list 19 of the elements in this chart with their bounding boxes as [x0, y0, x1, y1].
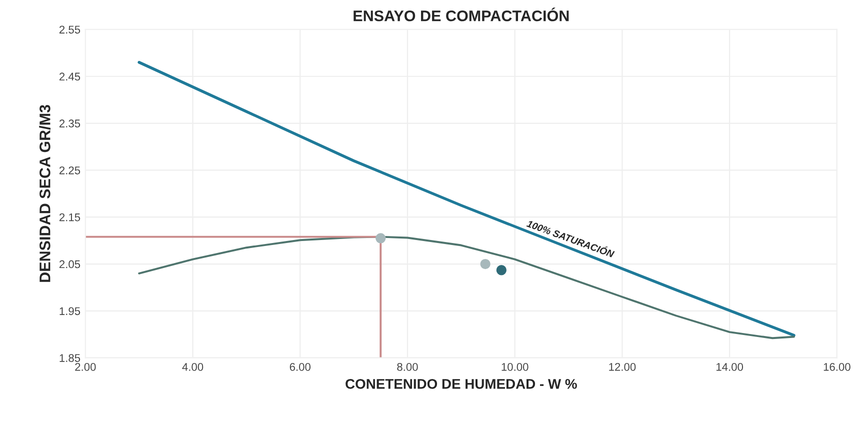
y-tick-label: 2.25 — [59, 166, 80, 174]
x-tick-label: 8.00 — [397, 363, 418, 371]
x-tick-label: 12.00 — [609, 363, 636, 371]
x-tick-label: 6.00 — [290, 363, 310, 371]
x-tick-label: 2.00 — [75, 363, 96, 371]
y-tick-label: 2.35 — [59, 120, 80, 128]
x-axis-title: CONETENIDO DE HUMEDAD - W % — [346, 378, 577, 389]
y-axis-title: DENSIDAD SECA GR/M3 — [39, 104, 50, 282]
y-tick-label: 1.95 — [60, 307, 80, 316]
y-tick-label: 2.05 — [59, 260, 80, 268]
x-tick-label: 4.00 — [182, 363, 204, 371]
chart-title: ENSAYO DE COMPACTACIÓN — [354, 8, 569, 22]
y-tick-label: 2.15 — [59, 213, 80, 222]
y-tick-label: 2.55 — [59, 26, 80, 34]
x-tick-label: 14.00 — [716, 363, 744, 371]
x-tick-label: 10.00 — [502, 363, 528, 371]
y-tick-label: 2.45 — [59, 72, 80, 81]
y-tick-label: 1.85 — [60, 354, 80, 362]
x-tick-label: 16.00 — [824, 363, 850, 371]
